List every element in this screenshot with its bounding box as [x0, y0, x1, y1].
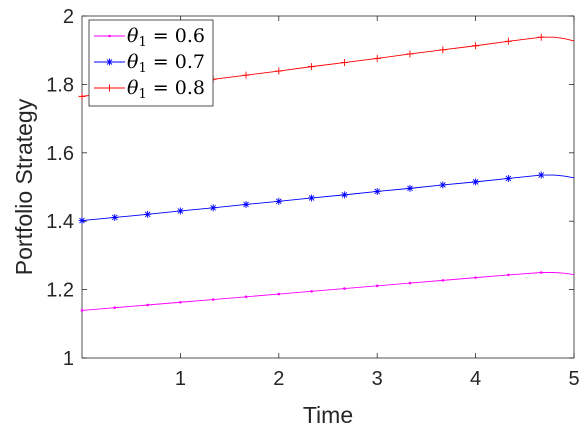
- data-point: [113, 306, 117, 310]
- legend-entry: θ1 = 0.6: [94, 25, 205, 50]
- x-tick-label: 1: [175, 368, 186, 390]
- y-tick-label: 2: [63, 6, 74, 28]
- plot-frame: [81, 15, 575, 359]
- legend-entry: θ1 = 0.7: [94, 51, 205, 76]
- x-axis-label: Time: [303, 402, 353, 428]
- x-tick-label: 5: [568, 368, 579, 390]
- data-point: [179, 300, 182, 304]
- data-point: [144, 210, 152, 218]
- data-point: [340, 59, 348, 67]
- data-point: [406, 50, 414, 58]
- series-1: [80, 271, 575, 312]
- data-point: [406, 184, 414, 192]
- legend-entry: θ1 = 0.8: [94, 77, 205, 102]
- y-tick-label: 1.6: [46, 143, 74, 165]
- legend-marker: [106, 58, 113, 66]
- data-point: [277, 292, 281, 296]
- data-point: [211, 298, 215, 301]
- data-point: [474, 276, 477, 279]
- data-point: [472, 178, 480, 186]
- data-point: [439, 181, 447, 189]
- axes: [81, 15, 575, 359]
- series-line: [81, 174, 575, 221]
- data-point: [242, 200, 250, 208]
- tick-labels: 1 2 3 4 5 1 1.2 1.4 1.6 1.8 2: [46, 6, 579, 390]
- data-point: [308, 63, 316, 71]
- data-point: [373, 54, 381, 62]
- data-point: [78, 92, 86, 100]
- legend-label: θ1 = 0.8: [127, 77, 205, 102]
- data-point: [507, 273, 510, 277]
- data-point: [146, 303, 149, 307]
- legend-label: θ1 = 0.6: [127, 25, 205, 50]
- y-tick-label: 1: [63, 348, 74, 370]
- data-point: [375, 284, 379, 288]
- data-point: [504, 174, 512, 182]
- data-point: [441, 279, 445, 282]
- data-point: [275, 67, 283, 75]
- data-point: [80, 309, 84, 312]
- data-point: [439, 46, 447, 54]
- y-tick-label: 1.8: [46, 74, 74, 96]
- data-point: [176, 207, 184, 215]
- series-2: [78, 171, 575, 225]
- data-point: [343, 287, 346, 290]
- data-point: [310, 290, 313, 293]
- legend-label: θ1 = 0.7: [127, 51, 205, 76]
- data-point: [537, 33, 545, 41]
- data-point: [244, 295, 248, 299]
- y-axis-label: Portfolio Strategy: [11, 98, 37, 275]
- data-point: [472, 42, 480, 50]
- data-point: [308, 194, 316, 202]
- legend: θ1 = 0.6θ1 = 0.7θ1 = 0.8: [88, 19, 214, 107]
- data-point: [539, 271, 543, 274]
- data-point: [408, 281, 412, 285]
- data-point: [209, 204, 217, 212]
- x-tick-label: 4: [470, 368, 481, 390]
- x-tick-label: 3: [372, 368, 383, 390]
- data-point: [275, 197, 283, 205]
- data-point: [111, 213, 119, 221]
- y-tick-label: 1.2: [46, 280, 74, 302]
- data-point: [373, 187, 381, 195]
- legend-marker: [108, 34, 111, 38]
- y-tick-label: 1.4: [46, 211, 74, 233]
- data-point: [78, 217, 86, 225]
- x-tick-label: 2: [273, 368, 284, 390]
- data-point: [340, 191, 348, 199]
- data-point: [504, 37, 512, 45]
- data-point: [242, 71, 250, 79]
- legend-marker: [106, 84, 113, 92]
- series-line: [81, 272, 575, 311]
- data-point: [537, 171, 545, 179]
